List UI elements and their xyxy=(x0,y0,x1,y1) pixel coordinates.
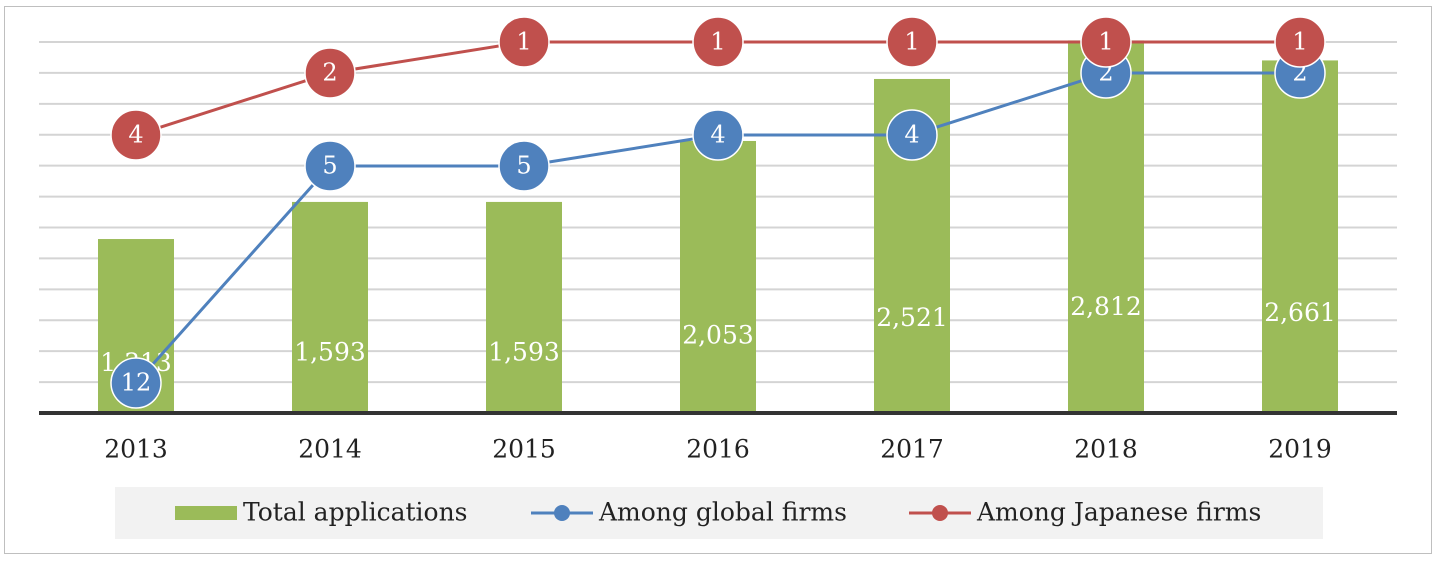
series-marker xyxy=(498,16,550,68)
legend-label: Among global firms xyxy=(598,498,847,527)
x-tick-label: 2014 xyxy=(298,435,362,464)
marker-data-label: 1 xyxy=(1292,28,1307,56)
marker-data-label: 4 xyxy=(128,121,143,149)
legend-swatch xyxy=(175,506,237,520)
marker-data-label: 5 xyxy=(322,152,337,180)
legend-box xyxy=(115,487,1323,539)
marker-data-label: 5 xyxy=(516,152,531,180)
series-marker xyxy=(110,109,162,161)
bar xyxy=(680,140,756,414)
x-tick-label: 2019 xyxy=(1268,435,1332,464)
marker-data-label: 1 xyxy=(516,28,531,56)
series-marker xyxy=(498,140,550,192)
chart-frame: 1,3131,5931,5932,0532,5212,8122,66120132… xyxy=(4,6,1432,554)
marker-data-label: 1 xyxy=(710,28,725,56)
series-marker xyxy=(692,16,744,68)
bar-data-label: 2,661 xyxy=(1264,298,1336,327)
series-marker xyxy=(110,357,162,409)
bar xyxy=(486,201,562,413)
bar xyxy=(292,201,368,413)
bar xyxy=(1262,60,1338,413)
x-tick-label: 2017 xyxy=(880,435,944,464)
series-marker xyxy=(1080,16,1132,68)
bar-data-label: 1,593 xyxy=(294,337,366,366)
series-marker xyxy=(692,109,744,161)
marker-data-label: 12 xyxy=(121,369,152,397)
marker-data-label: 4 xyxy=(710,121,725,149)
bar-data-label: 2,053 xyxy=(682,320,754,349)
legend-marker xyxy=(554,505,570,521)
bar-data-label: 2,521 xyxy=(876,303,948,332)
chart-svg: 1,3131,5931,5932,0532,5212,8122,66120132… xyxy=(39,16,1397,539)
series-marker xyxy=(304,140,356,192)
bar-data-label: 1,593 xyxy=(488,337,560,366)
series-marker xyxy=(886,16,938,68)
series-marker xyxy=(1274,16,1326,68)
x-tick-label: 2013 xyxy=(104,435,168,464)
x-tick-label: 2015 xyxy=(492,435,556,464)
marker-data-label: 4 xyxy=(904,121,919,149)
series-marker xyxy=(304,47,356,99)
legend-label: Among Japanese firms xyxy=(976,498,1261,527)
legend-marker xyxy=(932,505,948,521)
x-tick-label: 2018 xyxy=(1074,435,1138,464)
bar-data-label: 2,812 xyxy=(1070,292,1142,321)
x-tick-label: 2016 xyxy=(686,435,750,464)
bar xyxy=(1068,40,1144,413)
marker-data-label: 2 xyxy=(322,59,337,87)
series-marker xyxy=(886,109,938,161)
marker-data-label: 1 xyxy=(904,28,919,56)
marker-data-label: 1 xyxy=(1098,28,1113,56)
legend-label: Total applications xyxy=(243,498,468,527)
